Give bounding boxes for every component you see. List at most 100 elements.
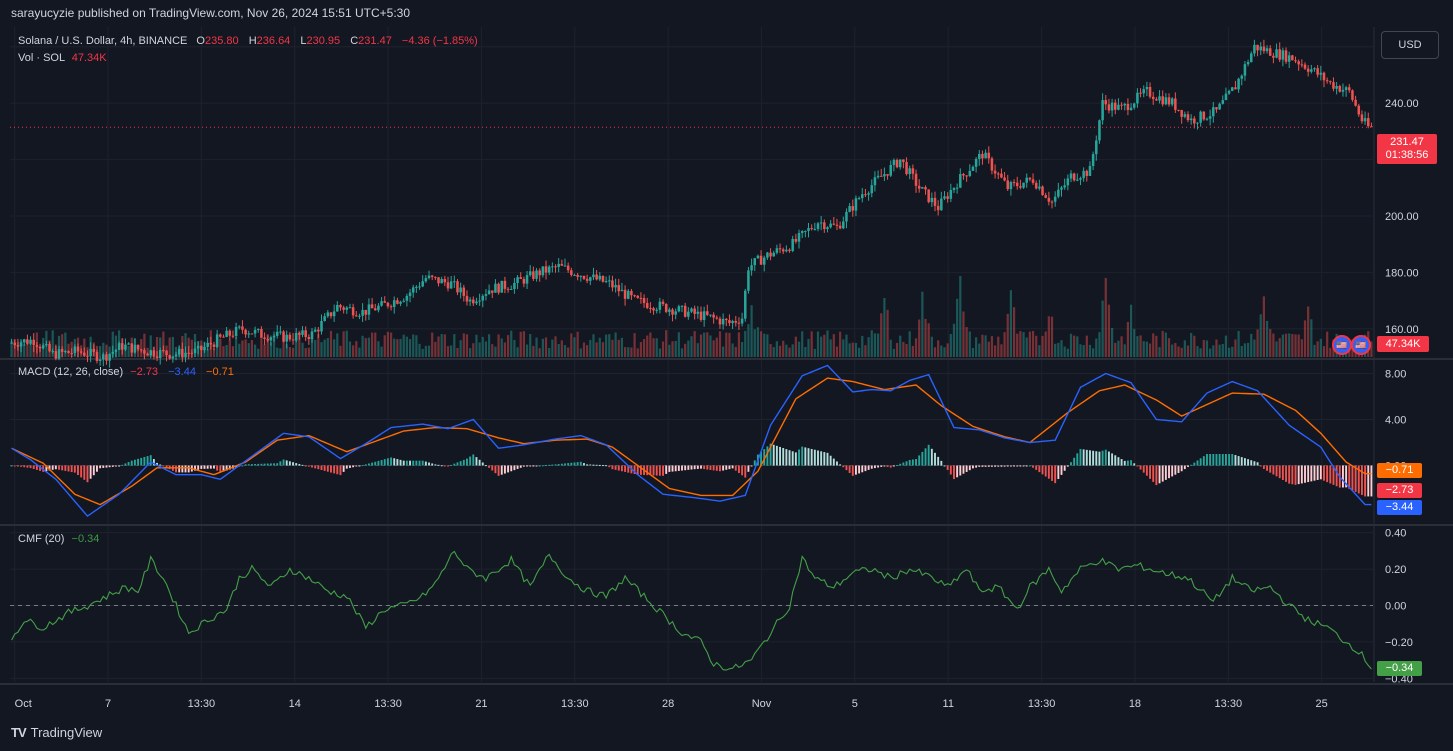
macd-histogram-bar: [987, 465, 990, 467]
symbol-title[interactable]: Solana / U.S. Dollar, 4h, BINANCE: [18, 35, 188, 47]
candle-body: [1300, 64, 1304, 66]
volume-bar: [260, 337, 263, 357]
low-value: 230.95: [306, 35, 341, 47]
volume-bar: [355, 341, 358, 357]
candle-body: [1139, 92, 1142, 94]
volume-label[interactable]: Vol · SOL: [18, 52, 65, 64]
candle-body: [487, 290, 491, 295]
macd-histogram-bar: [785, 449, 788, 466]
last-price-badge: 231.47 01:38:56: [1377, 134, 1437, 164]
event-flags[interactable]: 🇺🇸 🇺🇸: [1332, 335, 1371, 355]
macd-histogram-bar: [1060, 465, 1063, 475]
price-tick-label: 180.00: [1385, 267, 1419, 279]
candle-body: [645, 303, 649, 308]
macd-histogram-bar: [1095, 451, 1098, 466]
candle-body: [373, 308, 377, 311]
macd-histogram-bar: [1231, 454, 1234, 466]
macd-histogram-bar: [507, 465, 510, 473]
volume-bar: [1158, 347, 1161, 357]
candle-body: [1000, 173, 1003, 178]
candle-body: [1193, 118, 1196, 124]
candle-body: [984, 152, 987, 159]
macd-histogram-bar: [102, 465, 105, 468]
macd-histogram-bar: [772, 444, 775, 466]
us-flag-icon[interactable]: 🇺🇸: [1351, 335, 1371, 355]
volume-bar: [314, 339, 317, 357]
volume-bar: [778, 345, 782, 357]
volume-bar: [544, 337, 548, 357]
candle-body: [418, 286, 421, 288]
macd-histogram-bar: [1035, 465, 1038, 470]
macd-histogram-bar: [810, 448, 813, 466]
candle-body: [329, 312, 333, 317]
macd-histogram-bar: [269, 463, 272, 466]
candle-body: [955, 187, 959, 189]
candle-body: [870, 185, 874, 194]
macd-histogram-bar: [1076, 453, 1079, 466]
volume-bar: [522, 331, 525, 357]
volume-bar: [655, 338, 658, 357]
macd-histogram-bar: [949, 465, 952, 475]
cmf-title[interactable]: CMF (20): [18, 533, 65, 545]
candle-body: [661, 301, 665, 304]
candle-body: [740, 318, 744, 324]
candle-body: [829, 223, 832, 228]
candle-body: [513, 282, 516, 289]
candle-body: [1310, 69, 1313, 72]
macd-histogram-bar: [1291, 465, 1294, 485]
volume-bar: [348, 341, 352, 357]
candle-body: [440, 279, 443, 284]
volume-bar: [1183, 340, 1186, 357]
macd-histogram-bar: [867, 465, 870, 470]
volume-bar: [687, 340, 690, 357]
macd-histogram-bar: [472, 454, 475, 466]
volume-bar: [279, 348, 282, 357]
candle-body: [873, 177, 877, 186]
macd-histogram-bar: [1326, 465, 1329, 483]
volume-bar: [184, 333, 187, 357]
us-flag-icon[interactable]: 🇺🇸: [1332, 335, 1352, 355]
volume-bar: [1076, 336, 1079, 357]
candle-body: [709, 314, 712, 316]
candle-body: [1098, 120, 1101, 141]
macd-histogram-bar: [918, 455, 921, 466]
volume-bar: [728, 332, 731, 357]
volume-bar: [620, 337, 624, 357]
macd-histogram-bar: [1272, 465, 1275, 475]
candle-body: [247, 333, 251, 335]
tradingview-brand[interactable]: TV TradingView: [11, 725, 102, 740]
macd-histogram-bar: [820, 451, 823, 466]
candle-body: [266, 338, 270, 341]
candle-body: [162, 350, 165, 352]
macd-histogram-bar: [1025, 465, 1028, 467]
volume-bar: [1095, 338, 1098, 357]
candle-body: [73, 346, 77, 354]
macd-histogram-bar: [522, 465, 525, 467]
macd-histogram-bar: [114, 465, 117, 467]
volume-bar: [864, 345, 867, 357]
macd-title[interactable]: MACD (12, 26, close): [18, 366, 124, 378]
volume-bar: [1126, 321, 1130, 357]
currency-button[interactable]: USD: [1381, 31, 1439, 59]
macd-histogram-bar: [415, 460, 418, 466]
macd-histogram-bar: [1313, 465, 1316, 481]
volume-bar: [924, 318, 927, 357]
volume-bar: [1272, 333, 1275, 357]
price-tick-label: 200.00: [1385, 211, 1419, 223]
candle-body: [750, 265, 753, 271]
candle-body: [98, 359, 102, 361]
tradingview-logo-icon: TV: [11, 725, 27, 740]
candle-body: [778, 248, 782, 250]
volume-bar: [114, 335, 118, 357]
macd-histogram-bar: [687, 465, 690, 470]
volume-bar: [427, 345, 431, 357]
macd-histogram-bar: [1092, 450, 1095, 466]
volume-bar: [367, 337, 371, 357]
candle-body: [222, 336, 225, 338]
macd-histogram-bar: [450, 464, 453, 466]
price-tick-label: 160.00: [1385, 324, 1419, 336]
macd-histogram-bar: [709, 465, 712, 470]
volume-bar: [870, 330, 873, 357]
candle-body: [1174, 98, 1177, 110]
